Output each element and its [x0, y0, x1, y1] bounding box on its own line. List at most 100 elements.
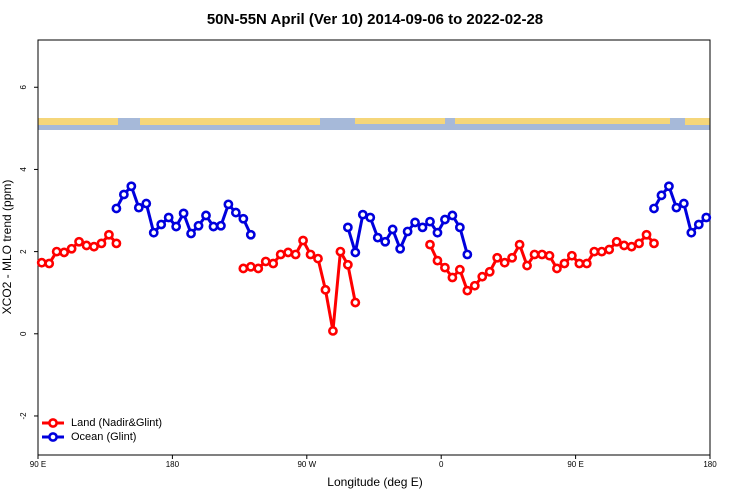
legend-marker [48, 432, 58, 442]
data-point [111, 238, 122, 249]
data-point [66, 243, 77, 254]
data-point [447, 272, 458, 283]
x-tick-label: 180 [166, 460, 180, 469]
data-point [507, 252, 518, 263]
y-tick-label: 6 [19, 84, 28, 89]
data-point [462, 249, 473, 260]
data-point [634, 238, 644, 249]
data-point [216, 220, 226, 231]
data-point [342, 259, 353, 270]
data-point [566, 250, 577, 261]
data-point [671, 202, 682, 213]
data-point [357, 209, 368, 220]
data-point [238, 213, 249, 224]
data-point [328, 326, 338, 336]
data-point [447, 210, 458, 221]
data-point [522, 260, 532, 271]
data-point [148, 227, 159, 238]
data-point [492, 252, 503, 263]
data-point [74, 236, 84, 247]
data-point [462, 285, 473, 296]
data-point [230, 207, 241, 218]
data-point [477, 271, 488, 282]
legend-marker [48, 418, 58, 428]
data-point [596, 246, 607, 257]
data-point [454, 222, 465, 233]
data-point [290, 249, 301, 260]
data-point [283, 247, 294, 258]
data-point [238, 263, 249, 274]
legend-label: Land (Nadir&Glint) [71, 417, 162, 429]
data-point [440, 262, 450, 273]
data-point [589, 246, 600, 257]
data-point [44, 258, 55, 269]
data-point [469, 280, 480, 291]
data-point [552, 263, 562, 274]
x-tick-label: 90 E [567, 460, 583, 469]
y-tick-label: 0 [19, 331, 28, 336]
data-point [678, 198, 689, 209]
data-point [365, 212, 376, 223]
data-point [186, 228, 196, 239]
data-point [641, 229, 652, 240]
data-point [656, 190, 667, 201]
data-point [171, 221, 182, 232]
data-point [163, 212, 174, 223]
data-point [51, 246, 62, 257]
x-tick-label: 0 [439, 460, 444, 469]
data-point [686, 227, 697, 238]
data-point [425, 239, 435, 250]
data-point [342, 222, 353, 233]
data-point [350, 297, 361, 308]
plot-frame [37, 39, 711, 456]
data-point [693, 219, 704, 230]
data-point [260, 256, 271, 267]
data-point [395, 243, 406, 254]
data-point [320, 284, 331, 295]
data-point [81, 240, 92, 251]
data-point [275, 249, 286, 260]
data-point [268, 258, 279, 269]
data-point [432, 255, 443, 266]
land-ocean-strip [38, 118, 710, 130]
data-point [89, 241, 99, 252]
data-point [380, 236, 391, 247]
data-point [133, 202, 144, 213]
y-axis-label: XCO2 - MLO trend (ppm) [0, 180, 14, 315]
data-point [141, 198, 152, 209]
data-point [514, 239, 525, 250]
data-point [484, 266, 495, 277]
data-point [701, 212, 712, 223]
data-point [387, 224, 398, 235]
data-point [59, 247, 70, 258]
data-point [537, 249, 547, 260]
data-point [245, 261, 256, 272]
data-point [253, 263, 264, 274]
data-point [417, 222, 428, 233]
data-point [111, 203, 122, 214]
data-point [208, 221, 219, 232]
y-tick-label: 2 [19, 249, 28, 254]
y-tick-label: -2 [19, 412, 28, 420]
data-point [193, 220, 204, 231]
data-point [201, 210, 211, 221]
data-point [664, 181, 674, 192]
data-point [245, 229, 256, 240]
data-point [454, 264, 465, 275]
y-tick-label: 4 [19, 167, 28, 172]
data-point [372, 232, 383, 243]
data-point [581, 258, 592, 269]
x-tick-label: 90 E [30, 460, 46, 469]
data-point [335, 246, 346, 257]
data-point [425, 216, 435, 227]
data-point [118, 189, 129, 200]
data-point [440, 214, 450, 225]
data-point [529, 249, 540, 260]
data-point [126, 181, 137, 192]
data-point [96, 238, 107, 249]
data-point [305, 249, 316, 260]
data-point [649, 238, 659, 249]
data-point [313, 253, 323, 264]
data-point [544, 250, 555, 261]
